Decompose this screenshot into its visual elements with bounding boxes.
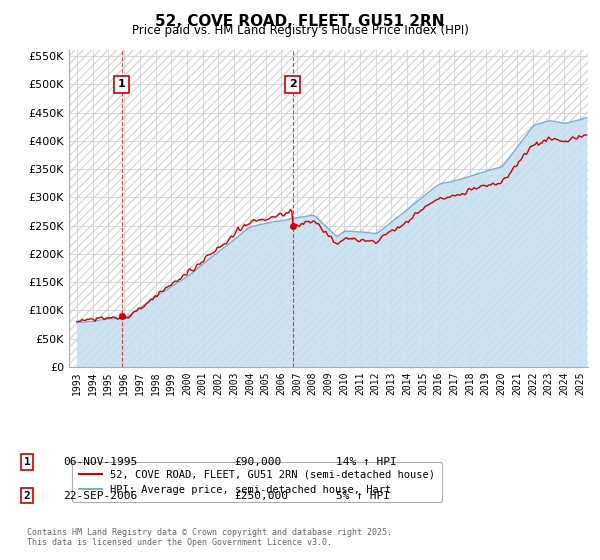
Text: 1: 1 bbox=[118, 80, 125, 89]
Text: Contains HM Land Registry data © Crown copyright and database right 2025.
This d: Contains HM Land Registry data © Crown c… bbox=[27, 528, 392, 547]
Text: 5% ↑ HPI: 5% ↑ HPI bbox=[336, 491, 390, 501]
Text: 06-NOV-1995: 06-NOV-1995 bbox=[63, 457, 137, 467]
Text: 2: 2 bbox=[23, 491, 31, 501]
Text: Price paid vs. HM Land Registry's House Price Index (HPI): Price paid vs. HM Land Registry's House … bbox=[131, 24, 469, 37]
Text: 52, COVE ROAD, FLEET, GU51 2RN: 52, COVE ROAD, FLEET, GU51 2RN bbox=[155, 14, 445, 29]
Text: 2: 2 bbox=[289, 80, 296, 89]
Legend: 52, COVE ROAD, FLEET, GU51 2RN (semi-detached house), HPI: Average price, semi-d: 52, COVE ROAD, FLEET, GU51 2RN (semi-det… bbox=[71, 462, 442, 502]
Text: £250,000: £250,000 bbox=[234, 491, 288, 501]
Text: 22-SEP-2006: 22-SEP-2006 bbox=[63, 491, 137, 501]
Text: 1: 1 bbox=[23, 457, 31, 467]
Text: £90,000: £90,000 bbox=[234, 457, 281, 467]
Text: 14% ↑ HPI: 14% ↑ HPI bbox=[336, 457, 397, 467]
